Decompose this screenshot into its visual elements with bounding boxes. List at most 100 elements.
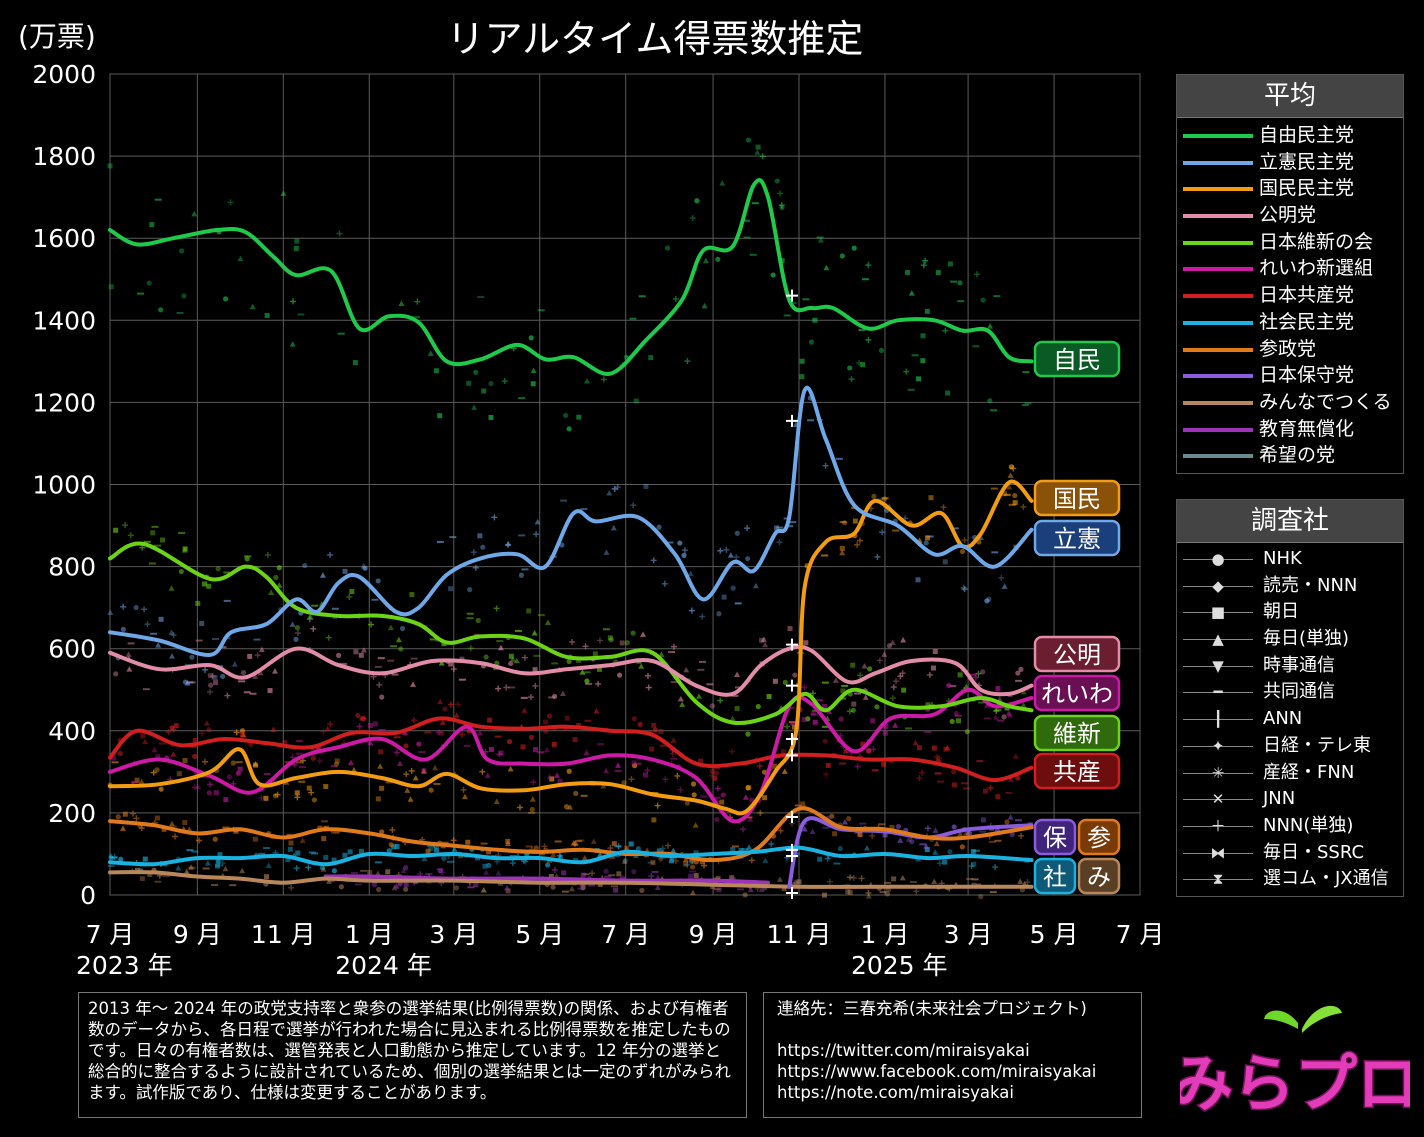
poll-point [841, 520, 848, 526]
poll-point [548, 873, 554, 879]
poll-point [321, 836, 327, 842]
poll-point [951, 782, 957, 788]
poll-point [204, 860, 211, 866]
poll-point [611, 841, 617, 847]
poll-point [664, 245, 671, 251]
poll-point [170, 632, 177, 639]
poll-point [915, 577, 921, 583]
poll-point [634, 762, 642, 765]
poll-point [640, 631, 647, 637]
poll-point [188, 864, 195, 870]
poll-point [961, 537, 968, 544]
link-twitter[interactable]: https://twitter.com/miraisyakai [777, 1041, 1030, 1060]
poll-point [978, 894, 984, 900]
poll-point [208, 682, 214, 688]
poll-point [881, 497, 889, 500]
contact-note: 連絡先：三春充希(未来社会プロジェクト) https://twitter.com… [763, 992, 1142, 1118]
poll-point [621, 780, 627, 786]
poll-point [527, 694, 534, 701]
poll-point [360, 716, 366, 722]
poll-point [379, 694, 385, 700]
poll-point [595, 680, 602, 687]
poll-point [584, 678, 590, 684]
poll-point [1005, 710, 1012, 716]
poll-point [614, 769, 622, 772]
poll-point [130, 810, 137, 817]
poll-point [713, 770, 719, 776]
poll-point [428, 846, 434, 852]
poll-point [477, 729, 484, 736]
poll-point [928, 495, 934, 501]
poll-point [367, 869, 373, 875]
poll-point [576, 414, 582, 420]
poll-point [940, 504, 947, 511]
poll-point [347, 759, 354, 765]
institute-item: ⧗ 選コム・JX通信 [1177, 866, 1403, 893]
poll-point [554, 840, 562, 843]
poll-point [930, 665, 936, 671]
poll-point [487, 717, 493, 723]
poll-point [615, 843, 622, 850]
poll-point [429, 638, 437, 641]
poll-point [495, 870, 502, 876]
poll-point [533, 845, 539, 851]
poll-point [596, 637, 603, 644]
poll-point [611, 485, 618, 492]
poll-point [483, 869, 490, 875]
link-note[interactable]: https://note.com/miraisyakai [777, 1083, 1014, 1102]
series-tag-保: 保 [1043, 824, 1067, 852]
poll-point [398, 300, 405, 307]
poll-point [869, 832, 876, 839]
poll-point [550, 884, 556, 890]
poll-point [892, 722, 899, 728]
poll-point [299, 766, 307, 769]
poll-point [755, 703, 761, 710]
series-line- [323, 874, 770, 885]
legend-item: 公明党 [1177, 202, 1403, 229]
poll-point [168, 653, 175, 659]
poll-point [963, 683, 970, 690]
poll-point [505, 541, 512, 548]
poll-point [842, 747, 849, 754]
poll-point [549, 776, 555, 782]
poll-point [787, 626, 793, 632]
poll-point [697, 758, 703, 764]
poll-point [233, 729, 240, 736]
poll-point [425, 848, 431, 854]
poll-point [730, 585, 736, 591]
poll-point [192, 737, 198, 743]
poll-point [670, 757, 678, 760]
poll-point [1006, 712, 1013, 718]
poll-point [206, 790, 212, 796]
poll-point [416, 741, 422, 747]
poll-point [375, 578, 381, 584]
poll-point [534, 518, 541, 525]
link-facebook[interactable]: https://www.facebook.com/miraisyakai [777, 1062, 1097, 1081]
poll-point [521, 707, 528, 713]
poll-point [744, 556, 751, 562]
poll-point [161, 826, 167, 832]
poll-point [850, 707, 856, 713]
poll-point [745, 785, 751, 791]
poll-point [1020, 503, 1027, 510]
poll-point [378, 728, 386, 731]
poll-point [761, 769, 768, 775]
series-line-立憲 [108, 385, 1034, 657]
poll-point [774, 178, 780, 184]
poll-point [994, 839, 1002, 842]
poll-point [420, 768, 427, 774]
poll-point [332, 831, 340, 834]
poll-point [697, 668, 705, 671]
poll-point [901, 687, 907, 693]
poll-point [816, 699, 824, 702]
poll-point [331, 857, 337, 863]
tag-box-参 [1077, 818, 1121, 856]
election-marker [785, 811, 798, 824]
poll-point [393, 736, 401, 739]
poll-point [374, 870, 381, 876]
poll-point [327, 721, 334, 728]
poll-point [154, 767, 160, 773]
poll-point [306, 616, 313, 623]
poll-point [472, 564, 479, 571]
poll-point [244, 555, 252, 558]
